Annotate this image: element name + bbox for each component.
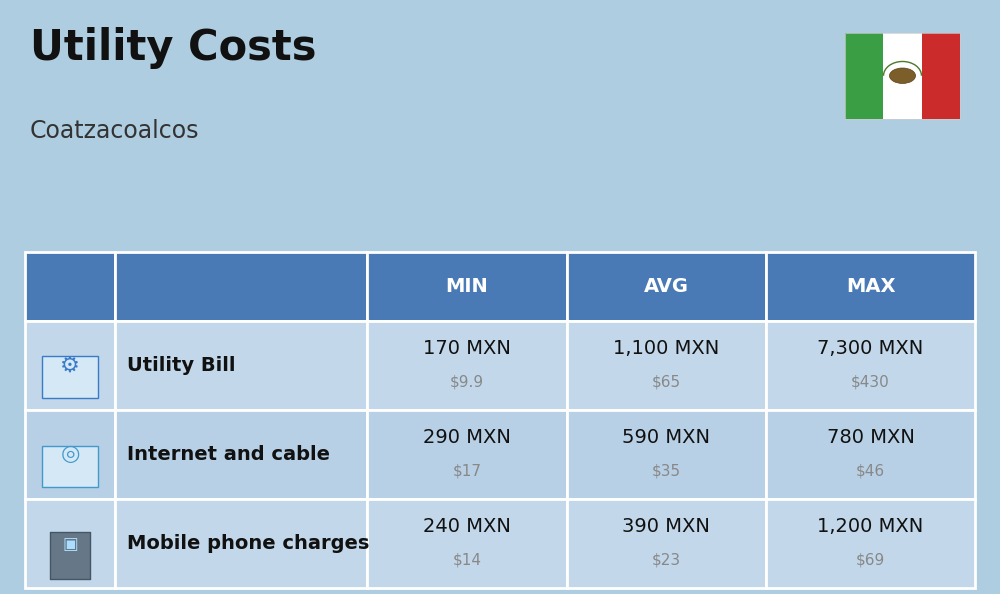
Text: ⚙: ⚙: [60, 355, 80, 375]
Bar: [766, 321, 975, 410]
Bar: [922, 33, 960, 119]
Text: $17: $17: [452, 463, 481, 479]
Bar: [367, 410, 566, 499]
Bar: [25, 321, 115, 410]
Text: Coatzacoalcos: Coatzacoalcos: [30, 119, 200, 143]
Text: Utility Costs: Utility Costs: [30, 27, 316, 69]
Bar: [766, 410, 975, 499]
Text: 7,300 MXN: 7,300 MXN: [817, 339, 924, 358]
Bar: [566, 499, 766, 588]
Text: $430: $430: [851, 374, 890, 390]
Bar: [25, 410, 115, 499]
Text: 780 MXN: 780 MXN: [827, 428, 914, 447]
Bar: [845, 33, 883, 119]
Bar: [367, 321, 566, 410]
Text: $65: $65: [652, 374, 681, 390]
Text: MAX: MAX: [846, 277, 895, 296]
Text: 170 MXN: 170 MXN: [423, 339, 511, 358]
Bar: [25, 252, 115, 321]
Bar: [50, 532, 90, 579]
Bar: [115, 499, 367, 588]
Bar: [766, 252, 975, 321]
Text: $14: $14: [452, 552, 481, 568]
Bar: [42, 356, 98, 398]
Text: 590 MXN: 590 MXN: [622, 428, 710, 447]
Text: $23: $23: [652, 552, 681, 568]
Text: $9.9: $9.9: [450, 374, 484, 390]
Text: $69: $69: [856, 552, 885, 568]
Bar: [566, 321, 766, 410]
Text: Mobile phone charges: Mobile phone charges: [127, 534, 370, 553]
Text: ▣: ▣: [62, 535, 78, 552]
Text: $35: $35: [652, 463, 681, 479]
Bar: [42, 446, 98, 487]
Text: 390 MXN: 390 MXN: [622, 517, 710, 536]
Text: ◎: ◎: [60, 444, 80, 465]
Text: Utility Bill: Utility Bill: [127, 356, 236, 375]
Bar: [367, 252, 566, 321]
Text: AVG: AVG: [644, 277, 689, 296]
Text: Internet and cable: Internet and cable: [127, 445, 330, 464]
Text: MIN: MIN: [445, 277, 488, 296]
Bar: [367, 499, 566, 588]
Bar: [115, 252, 367, 321]
Bar: [115, 410, 367, 499]
Text: 240 MXN: 240 MXN: [423, 517, 511, 536]
Text: $46: $46: [856, 463, 885, 479]
Bar: [566, 252, 766, 321]
Bar: [845, 33, 960, 119]
Text: 1,100 MXN: 1,100 MXN: [613, 339, 719, 358]
Bar: [766, 499, 975, 588]
Bar: [566, 410, 766, 499]
Bar: [25, 499, 115, 588]
Bar: [115, 321, 367, 410]
Bar: [883, 33, 922, 119]
Circle shape: [890, 68, 916, 84]
Text: 290 MXN: 290 MXN: [423, 428, 511, 447]
Text: 1,200 MXN: 1,200 MXN: [817, 517, 924, 536]
